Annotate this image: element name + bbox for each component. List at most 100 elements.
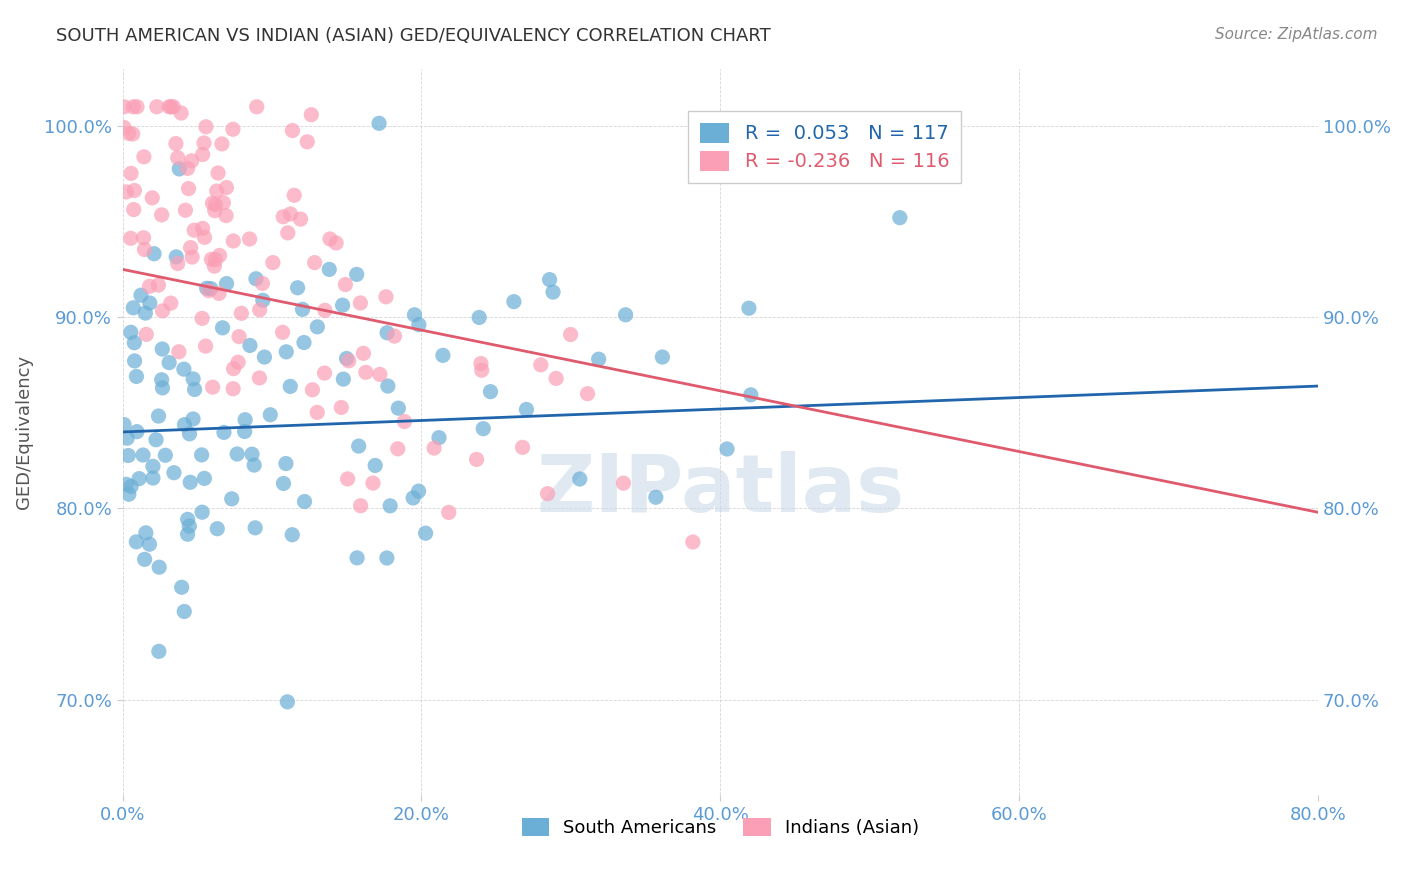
South Americans [157,356,180,370]
South Americans [240,447,263,461]
South Americans [307,319,329,334]
Indians (Asian) [201,196,224,211]
Indians (Asian) [150,208,173,222]
Indians (Asian) [394,415,416,429]
South Americans [173,362,195,376]
South Americans [243,521,266,535]
South Americans [139,296,162,310]
Indians (Asian) [283,188,305,202]
Indians (Asian) [222,122,245,136]
Indians (Asian) [121,127,143,141]
South Americans [408,484,430,499]
Indians (Asian) [166,151,188,165]
Indians (Asian) [337,354,360,368]
Indians (Asian) [325,235,347,250]
South Americans [233,425,256,439]
Indians (Asian) [165,136,187,151]
South Americans [468,310,491,325]
Text: SOUTH AMERICAN VS INDIAN (ASIAN) GED/EQUIVALENCY CORRELATION CHART: SOUTH AMERICAN VS INDIAN (ASIAN) GED/EQU… [56,27,770,45]
Indians (Asian) [124,184,146,198]
Indians (Asian) [546,371,568,385]
Indians (Asian) [174,203,197,218]
Indians (Asian) [132,150,155,164]
South Americans [120,326,142,340]
South Americans [207,522,229,536]
South Americans [568,472,591,486]
Indians (Asian) [222,234,245,248]
South Americans [125,425,148,439]
Indians (Asian) [222,382,245,396]
Indians (Asian) [122,202,145,217]
South Americans [276,344,298,359]
South Americans [150,342,173,356]
South Americans [135,525,157,540]
South Americans [163,466,186,480]
Indians (Asian) [222,361,245,376]
South Americans [152,381,174,395]
Indians (Asian) [194,120,217,134]
Indians (Asian) [375,290,398,304]
South Americans [173,417,195,432]
South Americans [183,383,205,397]
Indians (Asian) [231,306,253,320]
Indians (Asian) [536,486,558,500]
South Americans [335,351,357,366]
Indians (Asian) [352,346,374,360]
South Americans [318,262,340,277]
South Americans [176,527,198,541]
South Americans [191,505,214,519]
Indians (Asian) [215,180,238,194]
South Americans [226,447,249,461]
South Americans [614,308,637,322]
South Americans [117,449,139,463]
Indians (Asian) [465,452,488,467]
Indians (Asian) [194,339,217,353]
South Americans [173,605,195,619]
Indians (Asian) [314,366,336,380]
South Americans [243,458,266,472]
South Americans [347,439,370,453]
Indians (Asian) [336,472,359,486]
Indians (Asian) [177,181,200,195]
Indians (Asian) [162,100,184,114]
Indians (Asian) [290,212,312,227]
South Americans [278,379,301,393]
South Americans [651,350,673,364]
Indians (Asian) [112,120,135,135]
South Americans [145,433,167,447]
South Americans [259,408,281,422]
Indians (Asian) [299,108,322,122]
Indians (Asian) [157,100,180,114]
Indians (Asian) [132,231,155,245]
South Americans [193,471,215,485]
South Americans [128,472,150,486]
Legend: South Americans, Indians (Asian): South Americans, Indians (Asian) [515,811,927,845]
Indians (Asian) [135,327,157,342]
Indians (Asian) [208,286,231,301]
South Americans [740,388,762,402]
South Americans [200,282,222,296]
Indians (Asian) [368,368,391,382]
Indians (Asian) [170,106,193,120]
South Americans [408,318,430,332]
Indians (Asian) [304,255,326,269]
South Americans [155,448,177,462]
South Americans [292,335,315,350]
South Americans [245,271,267,285]
Indians (Asian) [159,296,181,310]
Indians (Asian) [314,303,336,318]
South Americans [387,401,409,416]
Indians (Asian) [193,230,215,244]
South Americans [134,552,156,566]
Indians (Asian) [384,329,406,343]
South Americans [169,161,191,176]
South Americans [195,281,218,295]
South Americans [179,426,201,441]
South Americans [221,491,243,506]
South Americans [120,479,142,493]
Indians (Asian) [166,256,188,270]
South Americans [142,459,165,474]
South Americans [479,384,502,399]
South Americans [291,302,314,317]
Text: Source: ZipAtlas.com: Source: ZipAtlas.com [1215,27,1378,42]
